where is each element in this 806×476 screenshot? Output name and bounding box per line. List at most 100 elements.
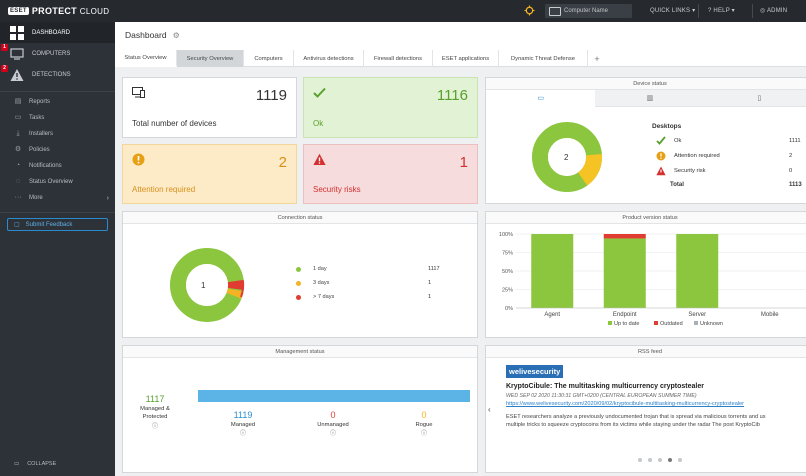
rss-link[interactable]: https://www.welivesecurity.com/2020/09/0… — [506, 401, 745, 407]
total-devices-tile[interactable]: 1119 Total number of devices — [122, 77, 297, 138]
unmanaged-block: 0 Unmanaged ⓘ — [308, 410, 358, 437]
gear-icon[interactable]: ⚙ — [172, 30, 180, 40]
bar-endpoint-up-to-date — [603, 238, 646, 308]
sidebar-item-label: Reports — [29, 99, 51, 105]
info-icon[interactable]: ⓘ — [151, 424, 158, 430]
ds-ok-value: 1111 — [789, 138, 801, 144]
sidebar-item-dashboard[interactable]: DASHBOARD — [0, 22, 115, 43]
device-status-title: Device status — [486, 78, 806, 90]
logo-cloud: CLOUD — [79, 7, 110, 16]
security-risks-label: Security risks — [313, 185, 361, 194]
sidebar-item-computers[interactable]: 1 COMPUTERS — [0, 43, 115, 64]
conn-1day-value: 1117 — [428, 266, 440, 272]
rss-headline[interactable]: KryptoCibule: The multitasking multicurr… — [506, 383, 704, 390]
top-divider — [752, 4, 753, 18]
warning-icon — [656, 166, 666, 178]
tab-firewall-detections[interactable]: Firewall detections — [364, 50, 433, 67]
management-status-panel: Management status 1117 Managed & Protect… — [122, 345, 478, 473]
user-icon: ◎ — [760, 8, 766, 14]
sidebar-item-more[interactable]: ··· More › — [0, 190, 115, 206]
managed-value: 1119 — [233, 410, 253, 420]
tab-desktops[interactable]: ▭ — [486, 90, 596, 107]
eset-logo[interactable]: ESET PROTECT CLOUD — [8, 5, 109, 17]
dashboard-tabs: Status Overview Security Overview Comput… — [115, 50, 806, 67]
sidebar-item-tasks[interactable]: ▭ Tasks — [0, 110, 115, 126]
sidebar-item-label: Policies — [29, 147, 50, 153]
tab-security-overview[interactable]: Security Overview — [177, 50, 244, 67]
tab-antivirus-detections[interactable]: Antivirus detections — [294, 50, 364, 67]
security-risks-value: 1 — [459, 154, 468, 171]
tab-dynamic-threat-defense[interactable]: Dynamic Threat Defense — [499, 50, 588, 67]
rss-page-dot[interactable] — [638, 458, 642, 462]
add-tab-button[interactable]: + — [588, 50, 606, 67]
sidebar-item-label: DASHBOARD — [32, 29, 71, 36]
top-bar: ESET PROTECT CLOUD Computer Name QUICK L… — [0, 0, 806, 22]
top-divider — [698, 4, 699, 18]
sidebar-item-notifications[interactable]: ◔ Notifications — [0, 158, 115, 174]
help-label: HELP — [713, 8, 730, 14]
attention-required-tile[interactable]: 2 Attention required — [122, 144, 297, 204]
attention-label: Attention required — [132, 185, 196, 194]
policies-icon: ⚙ — [14, 146, 22, 153]
computer-search-input[interactable]: Computer Name — [545, 4, 632, 18]
security-risks-tile[interactable]: 1 Security risks — [303, 144, 478, 204]
exclamation-circle-icon — [132, 153, 145, 166]
conn-3days-label: 3 days — [313, 280, 330, 286]
rss-feed-panel: RSS feed ‹ welivesecurity KryptoCibule: … — [485, 345, 806, 473]
sidebar-divider — [0, 91, 115, 92]
tab-servers[interactable]: ▥ — [595, 90, 705, 107]
server-icon: ▥ — [646, 95, 654, 102]
total-devices-label: Total number of devices — [132, 119, 217, 128]
task-status-icon[interactable] — [524, 5, 535, 16]
sidebar-item-label: Status Overview — [29, 179, 73, 185]
sidebar-item-label: Installers — [29, 131, 54, 137]
tab-computers[interactable]: Computers — [244, 50, 294, 67]
managed-progress-bar — [198, 390, 470, 402]
info-icon[interactable]: ⓘ — [239, 431, 246, 437]
sidebar-item-installers[interactable]: ⤓ Installers — [0, 126, 115, 142]
rss-page-dot[interactable] — [648, 458, 652, 462]
legend-swatch — [654, 321, 658, 325]
sidebar-item-detections[interactable]: 2 DETECTIONS — [0, 64, 115, 85]
help-menu[interactable]: ? HELP ▾ — [708, 7, 735, 14]
sidebar-item-status-overview[interactable]: ◌ Status Overview — [0, 174, 115, 190]
ds-security-label: Security risk — [674, 168, 706, 174]
collapse-label: COLLAPSE — [27, 461, 57, 467]
managed-progress-track — [198, 390, 470, 402]
y-tick-label: 50% — [502, 269, 513, 275]
y-tick-label: 100% — [499, 232, 513, 238]
sidebar-item-policies[interactable]: ⚙ Policies — [0, 142, 115, 158]
rss-page-dot[interactable] — [678, 458, 682, 462]
rogue-label: Rogue — [415, 422, 433, 428]
bar-agent-up-to-date — [531, 234, 574, 308]
chevron-left-icon[interactable]: ‹ — [488, 405, 491, 414]
chevron-down-icon: ▾ — [731, 8, 735, 14]
bar-server-up-to-date — [676, 234, 719, 308]
tab-mobile[interactable]: ▯ — [704, 90, 806, 107]
conn-7days-label: > 7 days — [313, 294, 335, 300]
collapse-button[interactable]: ▭ COLLAPSE — [0, 452, 115, 476]
sidebar-item-label: Notifications — [29, 163, 62, 169]
user-menu[interactable]: ◎ ADMIN — [760, 7, 787, 14]
rss-page-dot[interactable] — [658, 458, 662, 462]
sidebar-item-reports[interactable]: ▤ Reports — [0, 94, 115, 110]
info-icon[interactable]: ⓘ — [420, 431, 427, 437]
tab-eset-applications[interactable]: ESET applications — [433, 50, 499, 67]
legend-swatch — [694, 321, 698, 325]
info-icon[interactable]: ⓘ — [329, 431, 336, 437]
tab-status-overview[interactable]: Status Overview — [115, 50, 177, 67]
unmanaged-value: 0 — [330, 410, 336, 420]
sidebar-item-label: More — [29, 195, 43, 201]
checkmark-icon — [656, 136, 666, 146]
submit-feedback-button[interactable]: ▢ Submit Feedback — [7, 218, 108, 231]
rss-page-dot-active[interactable] — [668, 458, 672, 462]
rss-date: WED SEP 02 2020 11:30:31 GMT+0200 (CENTR… — [506, 393, 697, 399]
product-version-title: Product version status — [486, 212, 806, 224]
rogue-value: 0 — [421, 410, 427, 420]
connection-status-panel: Connection status 1 1 day 1117 3 days 1 … — [122, 211, 478, 338]
sidebar-item-label: DETECTIONS — [32, 71, 71, 78]
computers-badge: 1 — [1, 44, 8, 51]
ok-tile[interactable]: 1116 Ok — [303, 77, 478, 138]
quick-links-menu[interactable]: QUICK LINKS ▾ — [650, 7, 695, 14]
help-icon: ? — [708, 8, 712, 14]
